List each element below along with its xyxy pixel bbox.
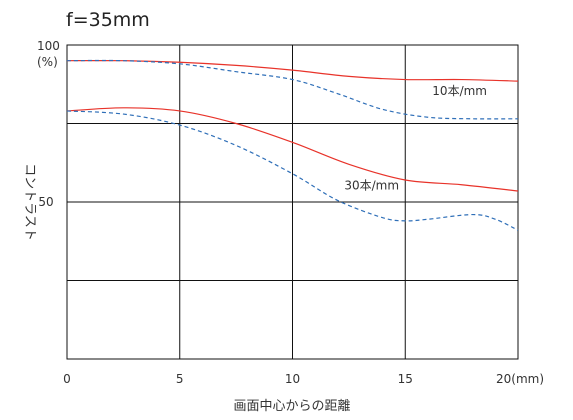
grid <box>66 44 519 360</box>
annotation-label-0: 10本/mm <box>432 84 487 98</box>
series-line-2 <box>66 107 519 192</box>
chart-title: f=35mm <box>66 9 150 31</box>
y-tick-100: 100 <box>37 39 60 53</box>
tick-labels: 0 5 10 15 50 <box>38 195 413 386</box>
series-annotations: 10本/mm 30本/mm <box>344 84 487 192</box>
x-tick-label: 10 <box>285 372 300 386</box>
series-lines <box>66 59 519 231</box>
x-unit-label: 20(mm) <box>496 372 544 386</box>
series-line-3 <box>66 110 519 231</box>
y-tick-label: 50 <box>38 195 53 209</box>
series-line-1 <box>66 59 519 120</box>
x-axis-title: 画面中心からの距離 <box>233 399 350 414</box>
x-tick-label: 0 <box>63 372 71 386</box>
annotation-label-1: 30本/mm <box>344 178 399 192</box>
x-tick-label: 5 <box>176 372 184 386</box>
x-tick-label: 15 <box>398 372 413 386</box>
y-unit-label: (%) <box>37 55 58 69</box>
y-axis-title: コントラスト <box>22 163 37 241</box>
